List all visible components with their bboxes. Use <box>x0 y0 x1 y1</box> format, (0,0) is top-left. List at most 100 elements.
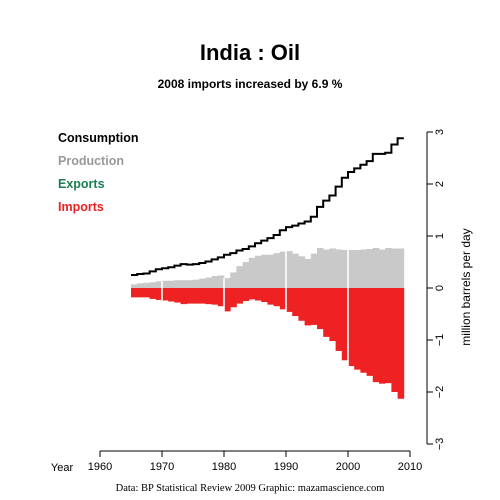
imports-bar <box>341 288 349 361</box>
production-bar <box>317 247 324 288</box>
production-bar <box>329 248 336 288</box>
x-tick-label: 1970 <box>150 461 174 473</box>
imports-bar <box>211 288 219 305</box>
imports-bar <box>360 288 367 373</box>
production-bar <box>261 254 268 288</box>
imports-bar <box>310 288 318 325</box>
production-bar <box>397 248 405 288</box>
imports-bar <box>397 288 405 399</box>
imports-bar <box>137 288 144 298</box>
imports-bar <box>155 288 163 300</box>
imports-bars <box>131 288 405 399</box>
production-bar <box>354 250 361 288</box>
x-tick-label: 1990 <box>274 461 298 473</box>
imports-bar <box>224 288 231 312</box>
imports-bar <box>298 288 305 321</box>
y-axis-label: million barrels per day <box>459 228 473 345</box>
production-bar <box>379 249 386 288</box>
imports-bar <box>143 288 150 298</box>
production-bar <box>199 278 206 288</box>
y-tick-label: 3 <box>434 129 446 135</box>
imports-bar <box>261 288 268 303</box>
production-bar <box>366 249 374 288</box>
imports-bar <box>267 288 274 305</box>
production-bar <box>298 256 305 288</box>
production-bar <box>217 275 225 288</box>
x-tick-label: 2000 <box>336 461 360 473</box>
production-bar <box>162 280 169 288</box>
imports-bar <box>205 288 212 305</box>
production-bar <box>193 279 200 288</box>
legend: Consumption Production Exports Imports <box>58 127 139 219</box>
imports-bar <box>317 288 324 330</box>
x-tick-label: 1960 <box>88 461 112 473</box>
production-bars <box>131 247 405 288</box>
production-bar <box>131 284 138 288</box>
production-bar <box>230 272 237 288</box>
production-bar <box>236 266 243 288</box>
production-bar <box>174 280 181 288</box>
imports-bar <box>180 288 188 305</box>
imports-bar <box>286 288 293 312</box>
production-bar <box>391 248 398 288</box>
production-bar <box>168 280 175 288</box>
production-bar <box>360 249 367 288</box>
x-tick-label: 2010 <box>398 461 422 473</box>
production-bar <box>385 247 392 288</box>
imports-bar <box>149 288 157 299</box>
production-bar <box>143 282 150 288</box>
imports-bar <box>348 288 355 366</box>
imports-bar <box>354 288 361 370</box>
chart-subtitle: 2008 imports increased by 6.9 % <box>157 77 343 91</box>
production-bar <box>137 283 144 288</box>
legend-item-production: Production <box>58 154 124 168</box>
production-bar <box>286 251 293 288</box>
production-bar <box>242 262 250 288</box>
y-tick-label: 1 <box>434 233 446 239</box>
imports-bar <box>323 288 330 337</box>
legend-item-consumption: Consumption <box>58 131 139 145</box>
legend-item-imports: Imports <box>58 200 104 214</box>
production-bar <box>255 255 262 288</box>
production-bar <box>304 258 312 288</box>
x-tick-label: 1980 <box>212 461 236 473</box>
imports-bar <box>236 288 243 304</box>
production-bar <box>372 247 380 288</box>
imports-bar <box>273 288 281 307</box>
y-axis: −3 −2 −1 0 1 2 3 <box>426 129 446 451</box>
imports-bar <box>193 288 200 304</box>
production-bar <box>224 278 231 288</box>
y-tick-label: −2 <box>434 386 446 399</box>
imports-bar <box>335 288 343 351</box>
y-tick-label: 0 <box>434 285 446 291</box>
imports-bar <box>174 288 181 303</box>
production-bar <box>149 282 157 288</box>
consumption-line <box>131 137 404 276</box>
imports-bar <box>186 288 194 304</box>
production-bar <box>248 257 256 288</box>
imports-bar <box>385 288 392 384</box>
chart-title: India : Oil <box>199 40 301 65</box>
source-note: Data: BP Statistical Review 2009 Graphic… <box>115 483 385 494</box>
imports-bar <box>279 288 287 310</box>
production-bar <box>267 254 274 288</box>
imports-bar <box>230 288 237 308</box>
production-bar <box>348 250 355 288</box>
imports-bar <box>248 288 256 300</box>
production-bar <box>186 280 194 288</box>
y-tick-label: −3 <box>434 438 446 451</box>
imports-bar <box>242 288 250 301</box>
imports-bar <box>217 288 225 307</box>
production-bar <box>335 249 343 288</box>
imports-bar <box>255 288 262 301</box>
imports-bar <box>199 288 206 304</box>
imports-bar <box>329 288 336 342</box>
imports-bar <box>168 288 175 302</box>
imports-bar <box>391 288 398 392</box>
y-tick-label: −1 <box>434 334 446 347</box>
x-axis-label: Year <box>51 462 74 474</box>
production-bar <box>279 251 287 288</box>
imports-bar <box>292 288 299 317</box>
imports-bar <box>304 288 312 326</box>
